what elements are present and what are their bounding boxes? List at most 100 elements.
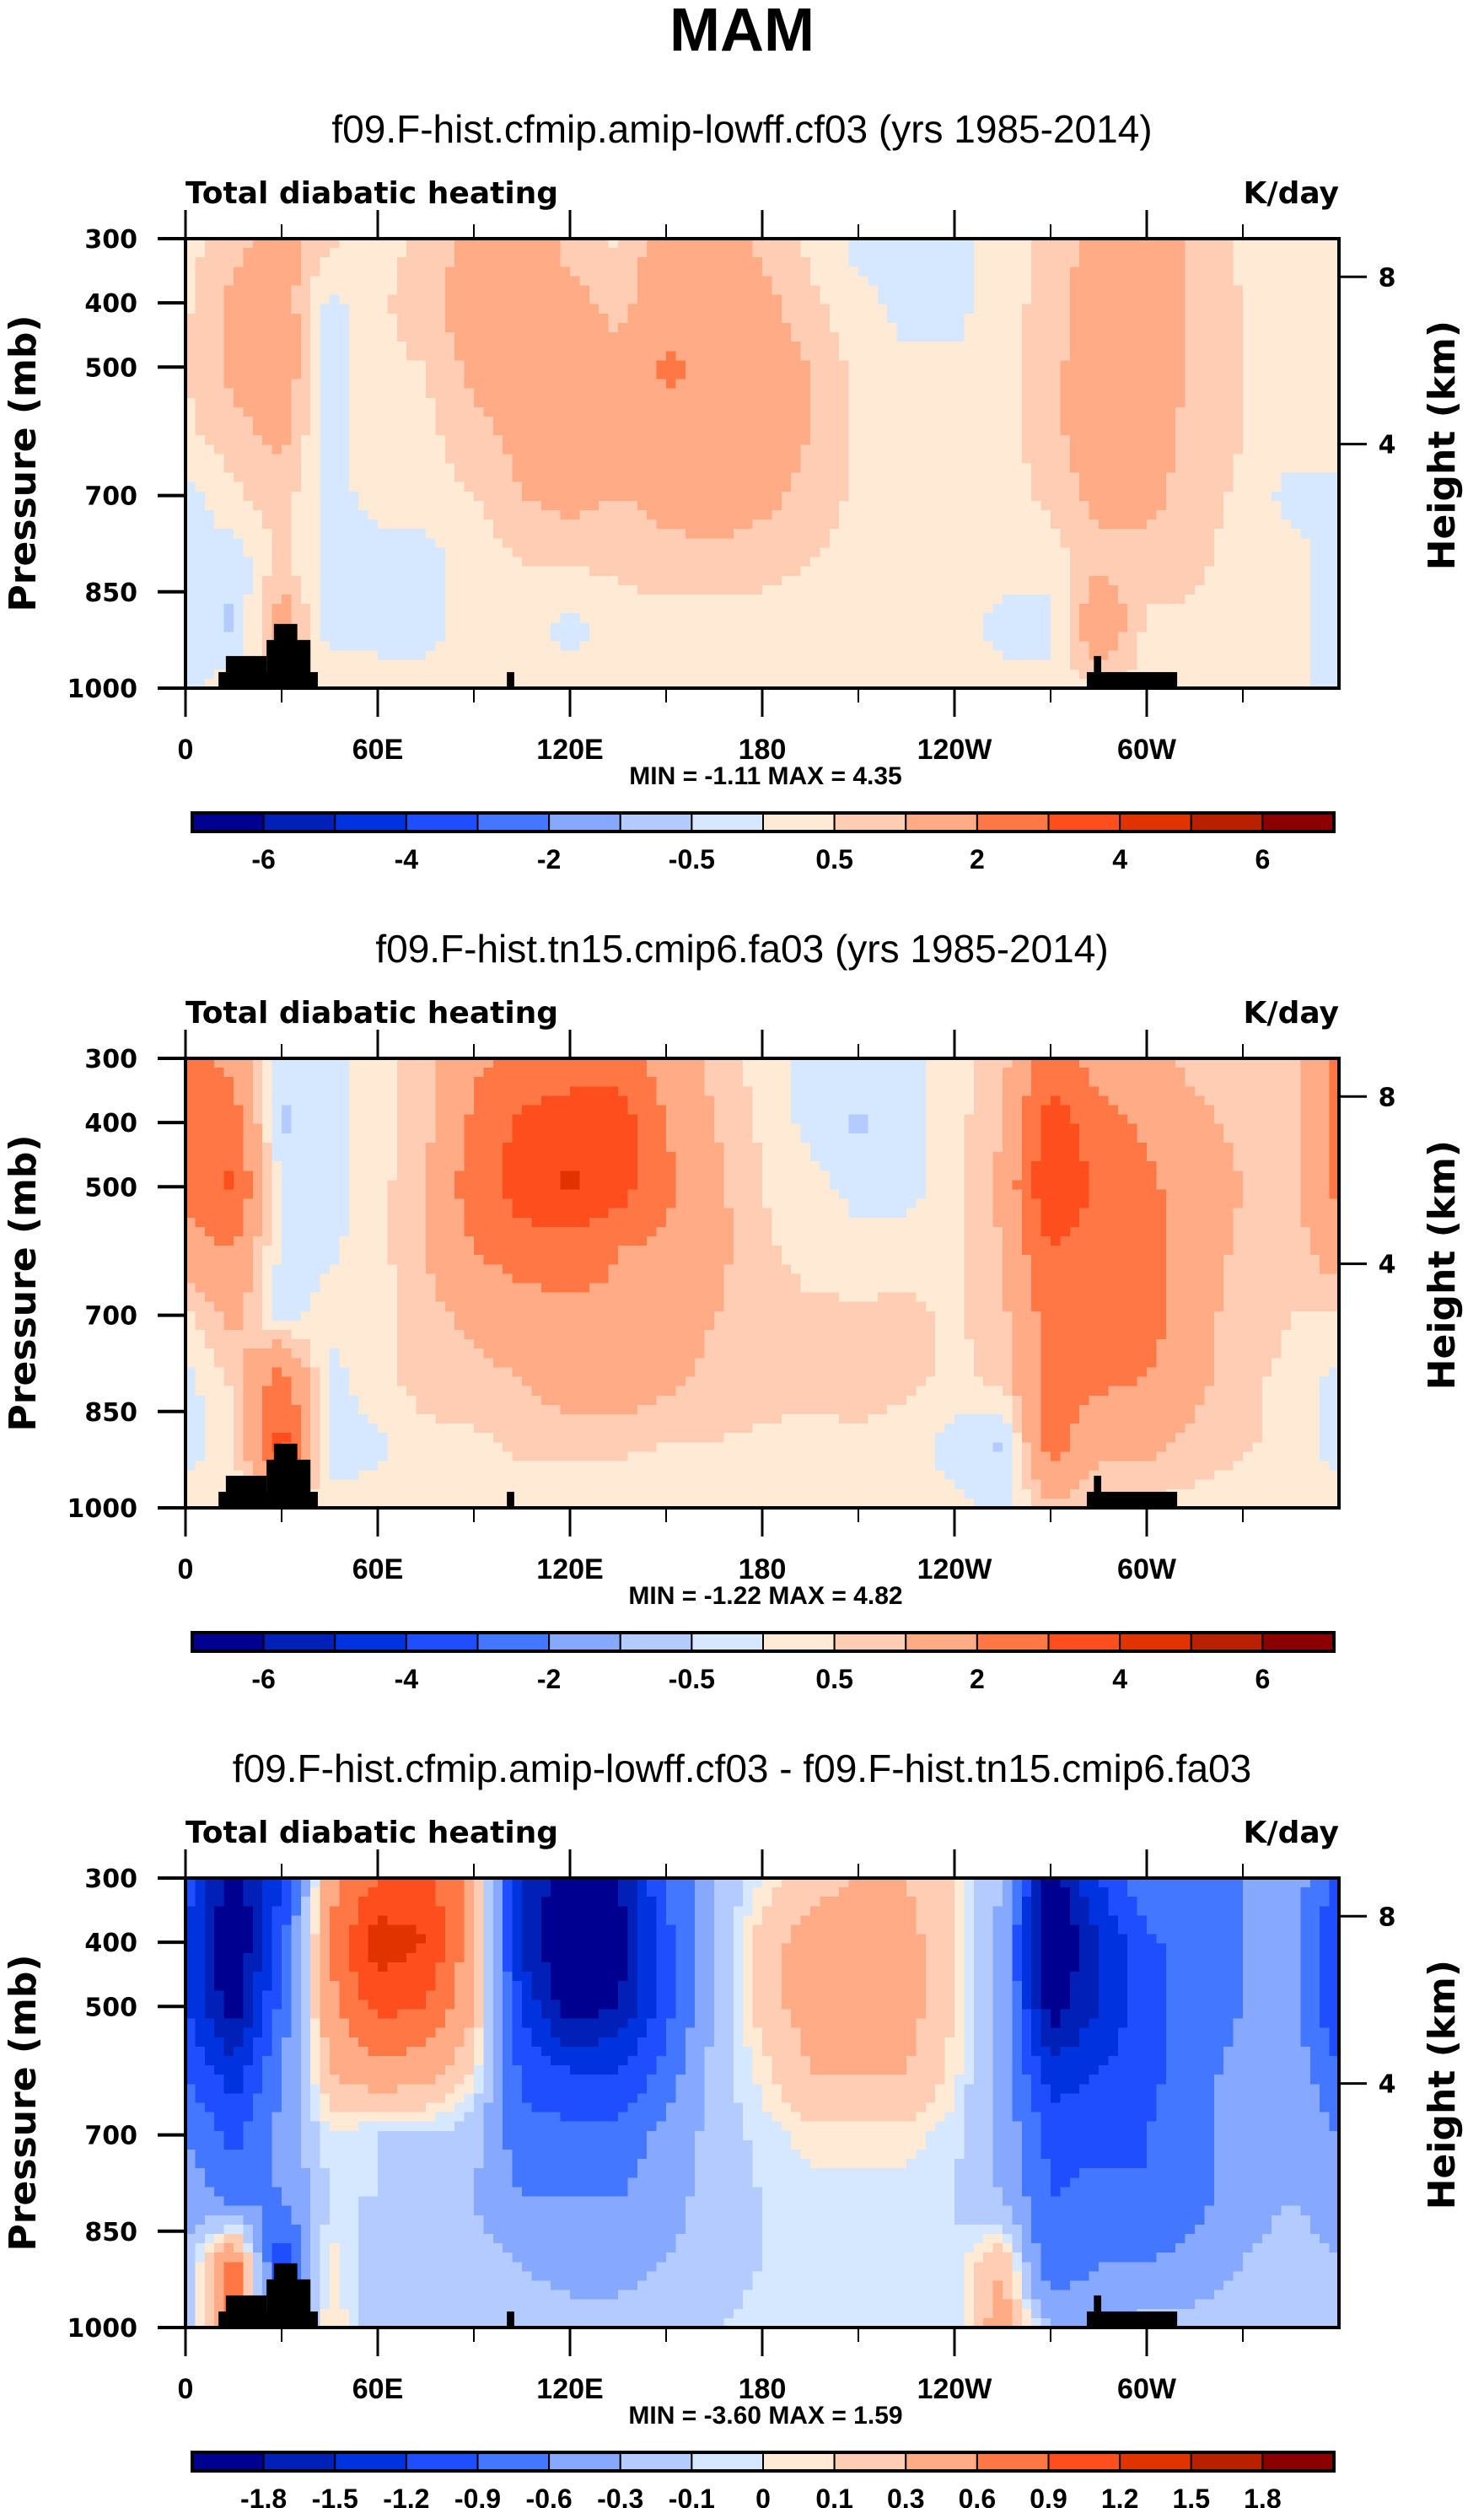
heatmap-cell <box>1281 500 1292 511</box>
heatmap-cell <box>378 257 388 267</box>
heatmap-cell <box>339 304 350 315</box>
heatmap-cell <box>772 294 782 305</box>
heatmap-cell <box>887 266 898 277</box>
heatmap-cell <box>1213 406 1224 417</box>
heatmap-cell <box>781 500 792 511</box>
heatmap-cell <box>291 463 302 474</box>
heatmap-cell <box>358 266 369 277</box>
heatmap-cell <box>627 322 638 333</box>
heatmap-cell <box>291 379 302 390</box>
heatmap-cell <box>503 332 513 342</box>
heatmap-cell <box>531 595 542 605</box>
heatmap-cell <box>503 417 513 427</box>
heatmap-cell <box>983 369 994 380</box>
heatmap-cell <box>752 435 763 445</box>
heatmap-cell <box>416 369 427 380</box>
heatmap-cell <box>579 388 590 399</box>
heatmap-cell <box>320 595 331 605</box>
heatmap-cell <box>695 388 706 399</box>
heatmap-cell <box>752 622 763 632</box>
heatmap-cell <box>1079 332 1090 342</box>
heatmap-cell <box>1223 463 1234 474</box>
heatmap-cell <box>1185 482 1196 492</box>
heatmap-cell <box>396 266 407 277</box>
heatmap-cell <box>551 369 562 380</box>
heatmap-cell <box>378 351 388 361</box>
heatmap-cell <box>954 482 965 492</box>
heatmap-cell <box>560 426 571 436</box>
heatmap-cell <box>810 557 820 568</box>
heatmap-cell <box>666 379 676 390</box>
heatmap-cell <box>223 417 234 427</box>
heatmap-cell <box>1223 351 1234 361</box>
heatmap-cell <box>291 322 302 333</box>
heatmap-cell <box>272 538 282 548</box>
heatmap-cell <box>387 342 398 352</box>
heatmap-cell <box>1233 266 1244 277</box>
heatmap-cell <box>695 351 706 361</box>
heatmap-cell <box>925 379 936 390</box>
heatmap-cell <box>935 239 946 249</box>
heatmap-cell <box>618 360 628 371</box>
heatmap-cell <box>1195 313 1205 324</box>
heatmap-cell <box>330 538 340 548</box>
heatmap-cell <box>474 529 484 539</box>
heatmap-cell <box>589 276 600 287</box>
heatmap-cell <box>743 595 754 605</box>
heatmap-cell <box>195 351 206 361</box>
heatmap-cell <box>387 500 398 511</box>
heatmap-cell <box>1127 388 1138 399</box>
heatmap-cell <box>1099 313 1109 324</box>
heatmap-cell <box>829 360 840 371</box>
heatmap-cell <box>435 266 446 277</box>
heatmap-cell <box>723 294 734 305</box>
heatmap-cell <box>1233 575 1244 586</box>
heatmap-cell <box>540 472 551 483</box>
heatmap-cell <box>396 397 407 408</box>
heatmap-cell <box>685 557 696 568</box>
heatmap-cell <box>973 529 984 539</box>
heatmap-cell <box>685 257 696 267</box>
heatmap-cell <box>762 313 772 324</box>
heatmap-cell <box>396 248 407 258</box>
heatmap-cell <box>310 379 321 390</box>
heatmap-cell <box>214 304 225 315</box>
heatmap-cell <box>204 500 215 511</box>
heatmap-cell <box>714 622 724 632</box>
heatmap-cell <box>1261 472 1272 483</box>
heatmap-cell <box>358 482 369 492</box>
heatmap-cell <box>1185 266 1196 277</box>
heatmap-cell <box>1195 454 1205 465</box>
heatmap-cell <box>300 538 311 548</box>
heatmap-cell <box>1108 276 1119 287</box>
heatmap-cell <box>1223 566 1234 577</box>
heatmap-cell <box>752 388 763 399</box>
heatmap-cell <box>570 547 580 558</box>
heatmap-cell <box>1003 322 1013 333</box>
heatmap-cell <box>503 239 513 249</box>
heatmap-cell <box>214 510 225 520</box>
heatmap-cell <box>896 557 907 568</box>
heatmap-cell <box>252 406 263 417</box>
heatmap-cell <box>608 417 619 427</box>
heatmap-cell <box>1309 613 1320 623</box>
heatmap-cell <box>723 351 734 361</box>
heatmap-cell <box>887 604 898 614</box>
heatmap-cell <box>300 613 311 623</box>
heatmap-cell <box>579 266 590 277</box>
heatmap-cell <box>512 613 523 623</box>
heatmap-cell <box>1012 406 1023 417</box>
heatmap-cell <box>416 417 427 427</box>
heatmap-cell <box>531 322 542 333</box>
heatmap-cell <box>1300 388 1311 399</box>
heatmap-cell <box>1291 566 1301 577</box>
heatmap-cell <box>1051 342 1061 352</box>
heatmap-cell <box>262 500 273 511</box>
heatmap-cell <box>1272 538 1282 548</box>
heatmap-cell <box>512 547 523 558</box>
heatmap-cell <box>723 257 734 267</box>
heatmap-cell <box>944 566 955 577</box>
heatmap-cell <box>1003 538 1013 548</box>
heatmap-cell <box>800 538 811 548</box>
heatmap-cell <box>234 547 244 558</box>
